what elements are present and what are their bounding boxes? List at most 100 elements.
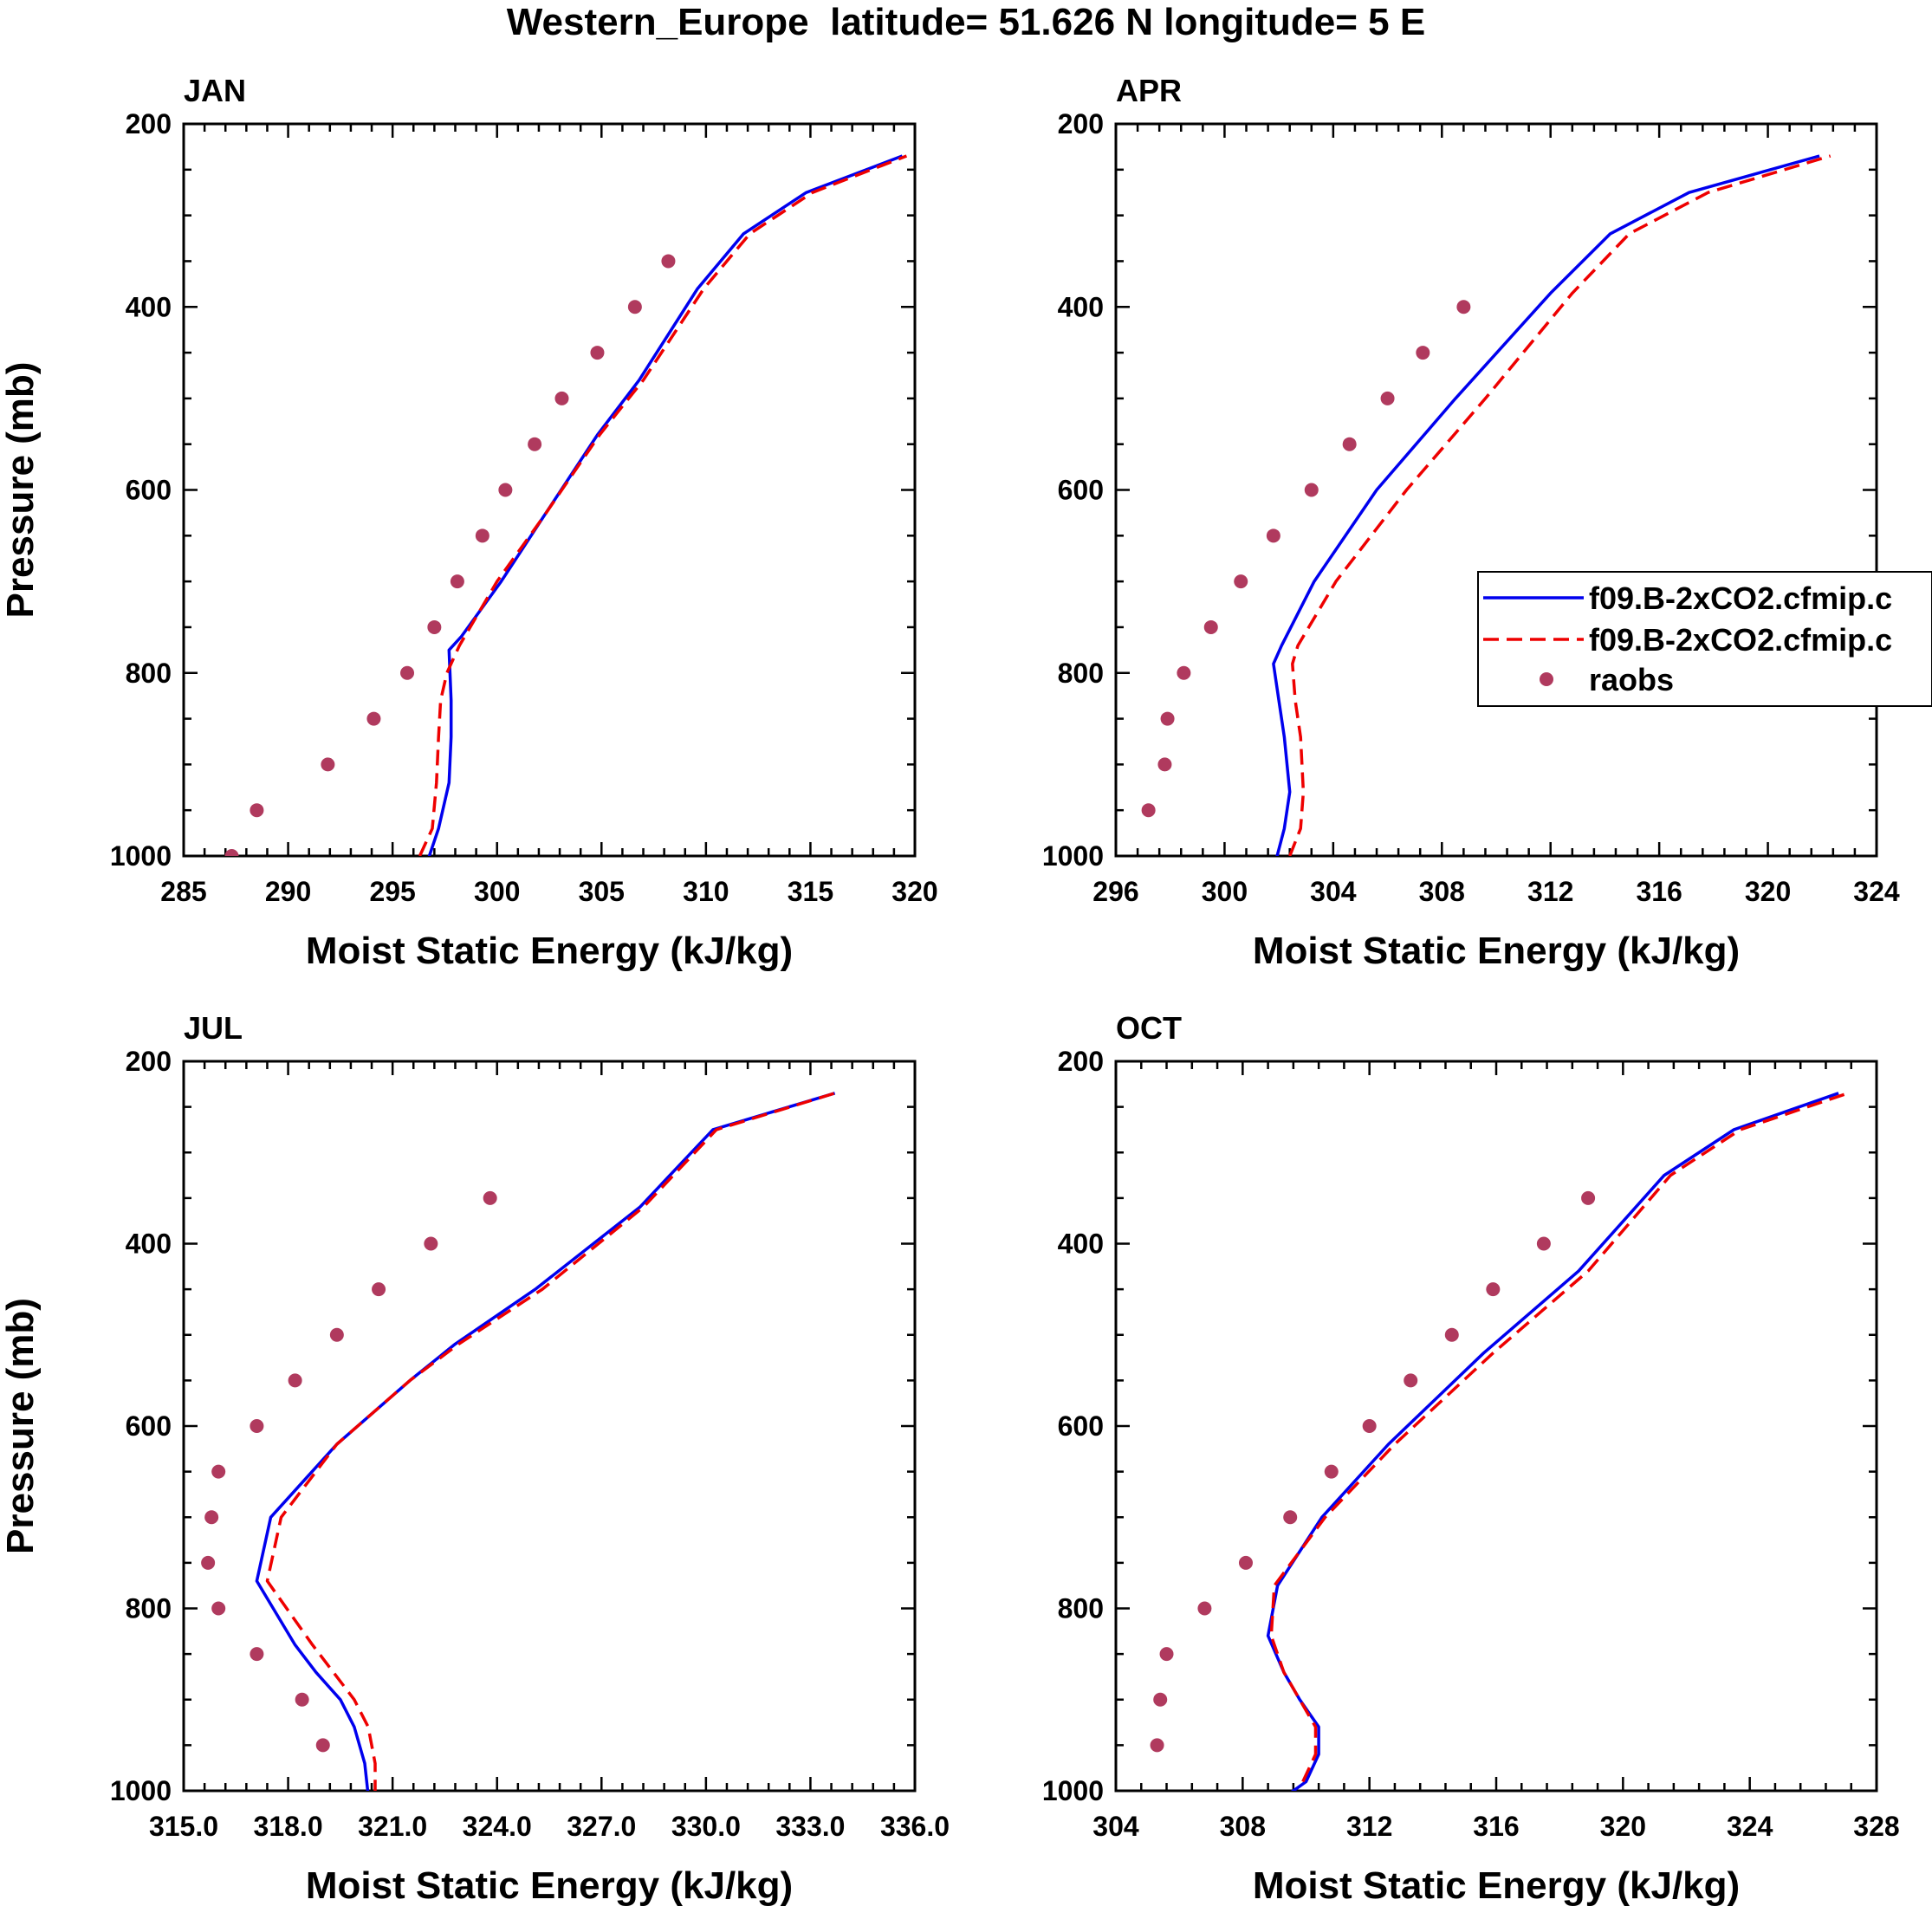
figure-title: Western_Europe latitude= 51.626 N longit… xyxy=(507,1,1425,43)
legend-raobs-marker xyxy=(1540,672,1553,686)
raobs-point xyxy=(661,254,676,269)
x-tick-label: 312 xyxy=(1346,1811,1392,1842)
raobs-point xyxy=(475,528,489,543)
x-tick-label: 327.0 xyxy=(567,1811,636,1842)
x-tick-label: 308 xyxy=(1419,876,1465,907)
raobs-point xyxy=(1404,1373,1418,1388)
raobs-point xyxy=(1486,1282,1501,1297)
x-tick-label: 320 xyxy=(891,876,937,907)
raobs-point xyxy=(554,391,569,405)
x-tick-label: 320 xyxy=(1745,876,1791,907)
y-tick-label: 400 xyxy=(1058,291,1104,322)
y-tick-label: 200 xyxy=(126,108,172,139)
raobs-point xyxy=(321,757,335,772)
plot-frame xyxy=(182,1060,917,1793)
y-axis-label: Pressure (mb) xyxy=(0,362,42,619)
model2-line xyxy=(1288,154,1832,856)
y-tick-label: 1000 xyxy=(1042,840,1104,872)
x-tick-label: 320 xyxy=(1600,1811,1646,1842)
raobs-point xyxy=(372,1282,386,1297)
raobs-point xyxy=(211,1601,226,1616)
y-tick-label: 800 xyxy=(126,1593,172,1624)
raobs-point xyxy=(1416,346,1430,360)
raobs-point xyxy=(483,1190,497,1205)
y-tick-label: 800 xyxy=(1058,658,1104,689)
y-tick-label: 1000 xyxy=(110,840,172,872)
x-tick-label: 316 xyxy=(1473,1811,1519,1842)
raobs-point xyxy=(211,1464,226,1479)
y-tick-label: 600 xyxy=(1058,1410,1104,1442)
x-tick-label: 321.0 xyxy=(358,1811,427,1842)
y-tick-label: 400 xyxy=(126,291,172,322)
model1-line xyxy=(427,154,904,856)
raobs-point xyxy=(424,1236,438,1251)
raobs-point xyxy=(1150,1738,1164,1753)
x-tick-label: 318.0 xyxy=(254,1811,323,1842)
model1-line xyxy=(1266,1092,1839,1791)
model2-line xyxy=(265,1092,836,1791)
panel-jan: JAN 285 290 295 300 305 310 315 320 200 400 600 800 1… xyxy=(0,73,938,972)
legend-label-model1: f09.B-2xCO2.cfmip.c xyxy=(1589,580,1892,616)
plot-frame xyxy=(1114,1060,1878,1793)
x-tick-label: 312 xyxy=(1527,876,1573,907)
raobs-point xyxy=(528,437,542,451)
raobs-point xyxy=(498,483,513,497)
raobs-point xyxy=(366,711,381,726)
raobs-point xyxy=(329,1327,344,1342)
y-tick-label: 600 xyxy=(1058,475,1104,506)
y-tick-label: 400 xyxy=(1058,1229,1104,1260)
y-tick-label: 600 xyxy=(126,1410,172,1442)
x-tick-label: 333.0 xyxy=(775,1811,845,1842)
raobs-point xyxy=(1160,711,1175,726)
x-tick-label: 296 xyxy=(1092,876,1138,907)
raobs-point xyxy=(315,1738,330,1753)
raobs-point xyxy=(1197,1601,1212,1616)
raobs-point xyxy=(288,1373,302,1388)
model2-line xyxy=(418,154,908,856)
raobs-point xyxy=(1177,665,1191,680)
raobs-point xyxy=(1141,803,1156,818)
raobs-point xyxy=(204,1510,219,1525)
raobs-point xyxy=(1234,574,1248,589)
panel-apr: APR 296 300 304 308 312 316 320 324 200 400 600 800 1… xyxy=(1042,73,1900,972)
x-tick-label: 315 xyxy=(788,876,833,907)
raobs-point xyxy=(295,1692,309,1707)
raobs-point xyxy=(590,346,605,360)
plot-frame xyxy=(1114,122,1878,858)
raobs-point xyxy=(1304,483,1319,497)
model1-line xyxy=(255,1092,836,1791)
x-tick-label: 315.0 xyxy=(149,1811,218,1842)
raobs-point xyxy=(427,619,442,634)
raobs-point xyxy=(1153,1692,1168,1707)
raobs-point xyxy=(1266,528,1280,543)
model2-line xyxy=(1269,1092,1849,1783)
legend-label-model2: f09.B-2xCO2.cfmip.c xyxy=(1589,622,1892,658)
legend: f09.B-2xCO2.cfmip.c f09.B-2xCO2.cfmip.c ra… xyxy=(1477,571,1932,707)
x-axis-label: Moist Static Energy (kJ/kg) xyxy=(306,1864,793,1907)
panel-title: APR xyxy=(1116,73,1182,108)
plot-frame xyxy=(182,122,917,858)
raobs-point xyxy=(1324,1464,1339,1479)
x-tick-label: 300 xyxy=(1202,876,1248,907)
raobs-point xyxy=(627,300,642,314)
x-tick-label: 285 xyxy=(160,876,206,907)
x-tick-label: 328 xyxy=(1853,1811,1899,1842)
x-tick-label: 295 xyxy=(369,876,415,907)
legend-label-obs: raobs xyxy=(1589,662,1674,697)
raobs-point xyxy=(1238,1555,1253,1570)
x-tick-label: 300 xyxy=(474,876,520,907)
x-axis-label: Moist Static Energy (kJ/kg) xyxy=(1253,1864,1740,1907)
raobs-point xyxy=(250,1419,264,1433)
raobs-point xyxy=(250,1647,264,1662)
panel-oct: OCT 304 308 312 316 320 324 328 200 400 600 800 1000… xyxy=(1042,1010,1900,1907)
raobs-point xyxy=(1283,1510,1298,1525)
panel-jul: JUL 315.0 318.0 321.0 324.0 327.0 330.0 333.0 33… xyxy=(0,1010,950,1907)
y-tick-label: 600 xyxy=(126,475,172,506)
y-tick-label: 800 xyxy=(1058,1593,1104,1624)
panel-title: JUL xyxy=(184,1010,243,1046)
raobs-point xyxy=(1581,1190,1596,1205)
y-tick-label: 200 xyxy=(1058,108,1104,139)
x-tick-label: 324.0 xyxy=(463,1811,532,1842)
x-tick-label: 324 xyxy=(1853,876,1900,907)
